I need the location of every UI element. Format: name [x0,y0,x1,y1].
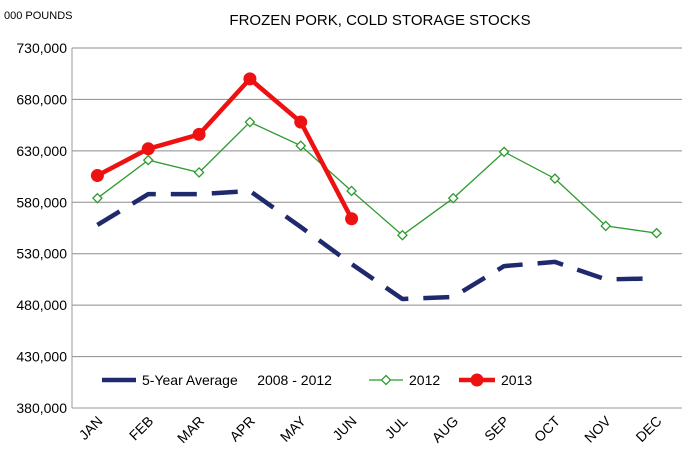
y-axis-ticks: 380,000 430,000 480,000 530,000 580,000 630,0… [16,40,67,416]
y-tick-label: 530,000 [16,246,67,262]
series-line [97,121,657,237]
y-tick-label: 430,000 [16,349,67,365]
legend-label: 5-Year Average 2008 - 2012 [142,372,332,388]
legend: 5-Year Average 2008 - 2012 2012 2013 [102,372,532,388]
legend-entry-2012: 2012 [369,372,440,388]
unit-label: 000 POUNDS [4,10,72,22]
x-tick-label: AUG [429,413,462,446]
x-tick-label: JUL [382,413,411,442]
y-tick-label: 730,000 [16,40,67,56]
data-point [600,220,612,232]
x-tick-label: DEC [632,413,664,445]
chart-title: FROZEN PORK, COLD STORAGE STOCKS [229,12,530,29]
data-point [90,169,104,183]
series-line [96,76,354,220]
data-point [244,116,256,128]
legend-label: 2012 [409,372,440,388]
data-point [91,192,103,204]
gridlines [72,47,682,358]
series-line [96,188,657,302]
legend-entry-5-year-average: 5-Year Average 2008 - 2012 [102,372,332,388]
series-2012 [91,116,663,241]
data-point [447,192,459,204]
series-5-year-average-2008-2012 [96,188,657,302]
data-point [651,227,663,239]
x-tick-label: MAY [277,412,309,444]
legend-marker [470,373,484,387]
y-tick-label: 580,000 [16,194,67,210]
data-point [193,167,205,178]
data-point [192,127,206,141]
data-point [243,72,257,86]
data-point [498,146,510,158]
data-point [142,154,154,166]
data-point [396,229,408,241]
x-tick-label: OCT [531,412,564,445]
x-tick-label: APR [226,413,258,445]
y-tick-label: 680,000 [16,91,67,107]
data-point [549,173,561,185]
series-2013 [90,72,359,226]
x-tick-label: SEP [481,413,512,444]
x-tick-label: JAN [76,413,106,443]
y-tick-label: 480,000 [16,297,67,313]
data-point [346,185,358,197]
legend-entry-2013: 2013 [459,372,532,388]
x-tick-label: NOV [581,412,614,445]
y-tick-label: 630,000 [16,143,67,159]
data-point [295,140,307,152]
x-tick-label: JUN [329,413,360,444]
series-layer [90,72,663,302]
legend-label: 2013 [501,372,532,388]
data-point [141,142,155,156]
y-tick-label: 380,000 [16,400,67,416]
data-point [294,115,308,129]
x-tick-label: FEB [126,413,157,444]
data-point [345,212,359,226]
legend-marker [380,374,392,386]
x-axis-ticks: JAN FEB MAR APR MAY JUN JUL AUG SEP OCT NOV DEC [76,412,665,446]
x-tick-label: MAR [174,413,207,446]
